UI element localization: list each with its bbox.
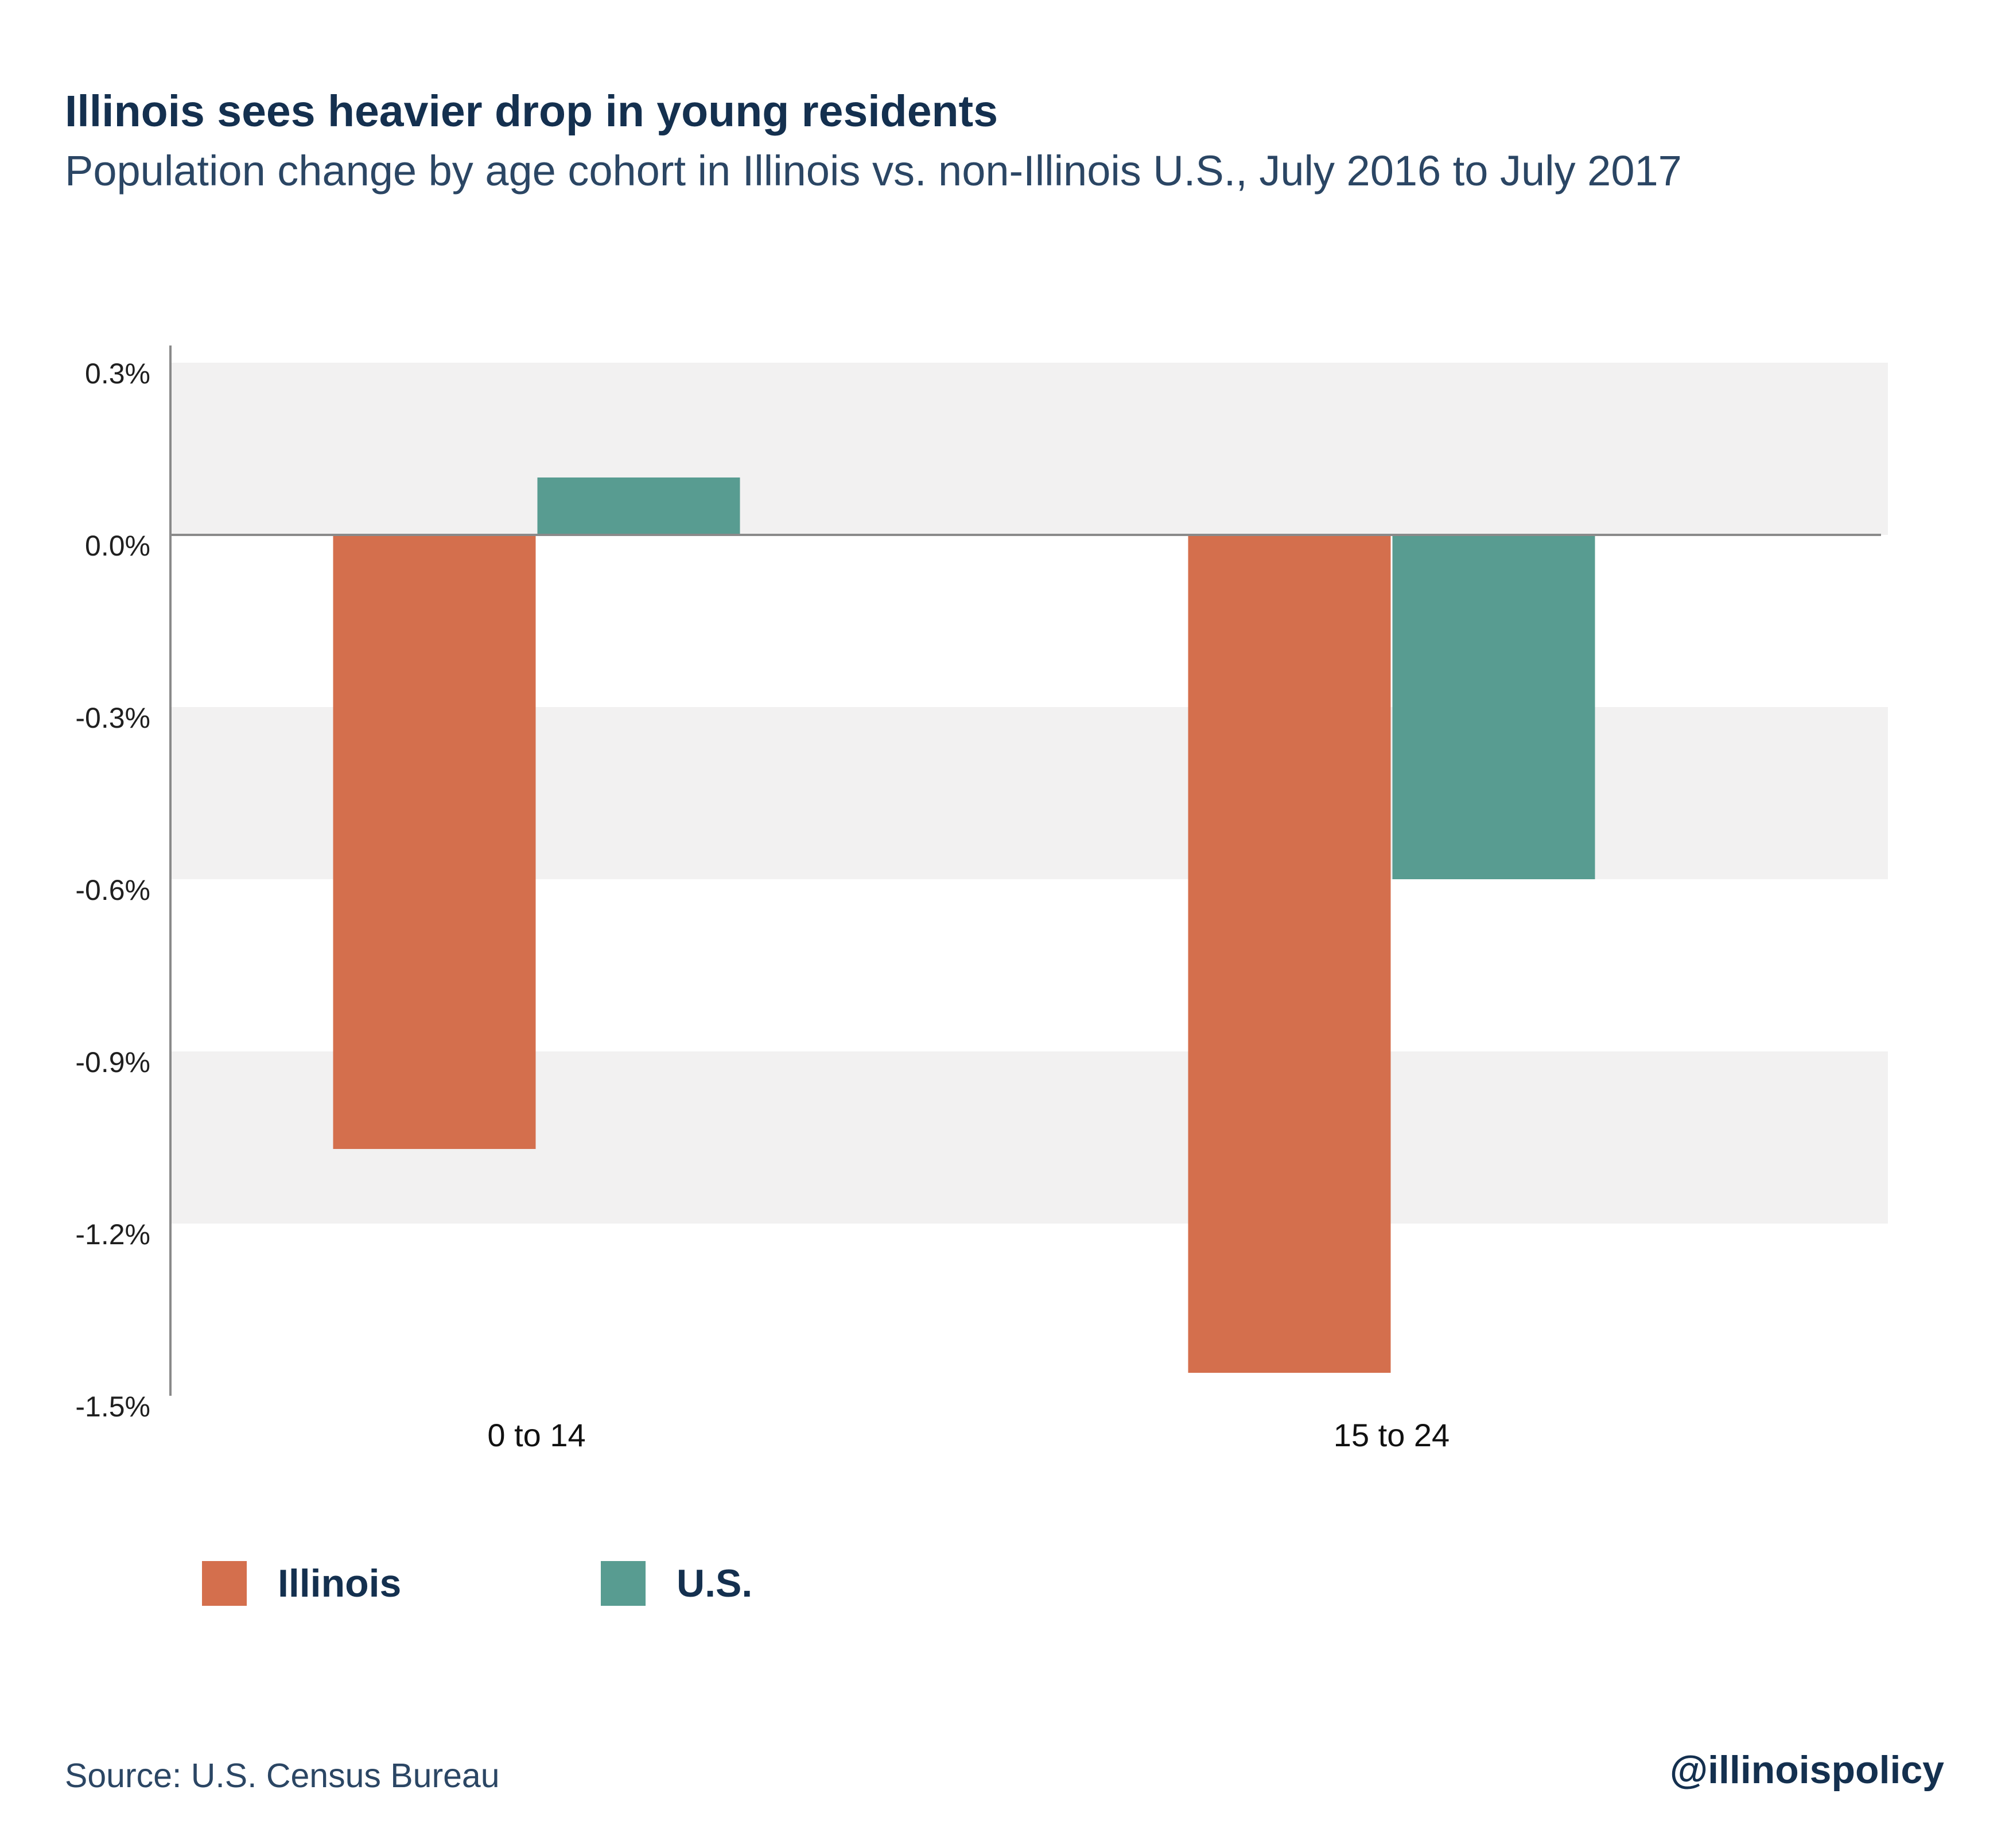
- bars: [333, 477, 1595, 1373]
- x-category-labels: 0 to 14 15 to 24: [487, 1417, 1450, 1453]
- legend-item-us: U.S.: [601, 1561, 752, 1606]
- bar-illinois: [333, 535, 536, 1149]
- y-tick-label: 0.0%: [85, 530, 150, 562]
- legend-swatch-us: [601, 1561, 646, 1606]
- y-tick-label: 0.3%: [85, 358, 150, 390]
- chart-subtitle: Population change by age cohort in Illin…: [65, 147, 1682, 195]
- y-tick-label: -0.6%: [75, 874, 150, 906]
- x-category-label: 15 to 24: [1334, 1417, 1450, 1453]
- x-category-label: 0 to 14: [487, 1417, 585, 1453]
- y-tick-labels: 0.3% 0.0% -0.3% -0.6% -0.9% -1.2% -1.5%: [75, 358, 150, 1423]
- grid-band: [170, 363, 1888, 535]
- bar-us: [1392, 535, 1595, 879]
- source-note: Source: U.S. Census Bureau: [65, 1757, 500, 1795]
- bar-chart: 0.3% 0.0% -0.3% -0.6% -0.9% -1.2% -1.5% 0 to 1…: [75, 345, 1888, 1453]
- y-tick-label: -1.2%: [75, 1218, 150, 1251]
- y-tick-label: -0.3%: [75, 702, 150, 734]
- legend-swatch-illinois: [202, 1561, 247, 1606]
- bar-illinois: [1188, 535, 1391, 1373]
- chart-title: Illinois sees heavier drop in young resi…: [65, 87, 998, 136]
- legend-item-illinois: Illinois: [202, 1561, 401, 1606]
- legend-label-us: U.S.: [677, 1562, 753, 1605]
- bar-us: [537, 477, 740, 535]
- brand-handle: @illinoispolicy: [1669, 1748, 1944, 1792]
- y-tick-label: -1.5%: [75, 1391, 150, 1423]
- y-tick-label: -0.9%: [75, 1046, 150, 1078]
- legend-label-illinois: Illinois: [278, 1562, 402, 1605]
